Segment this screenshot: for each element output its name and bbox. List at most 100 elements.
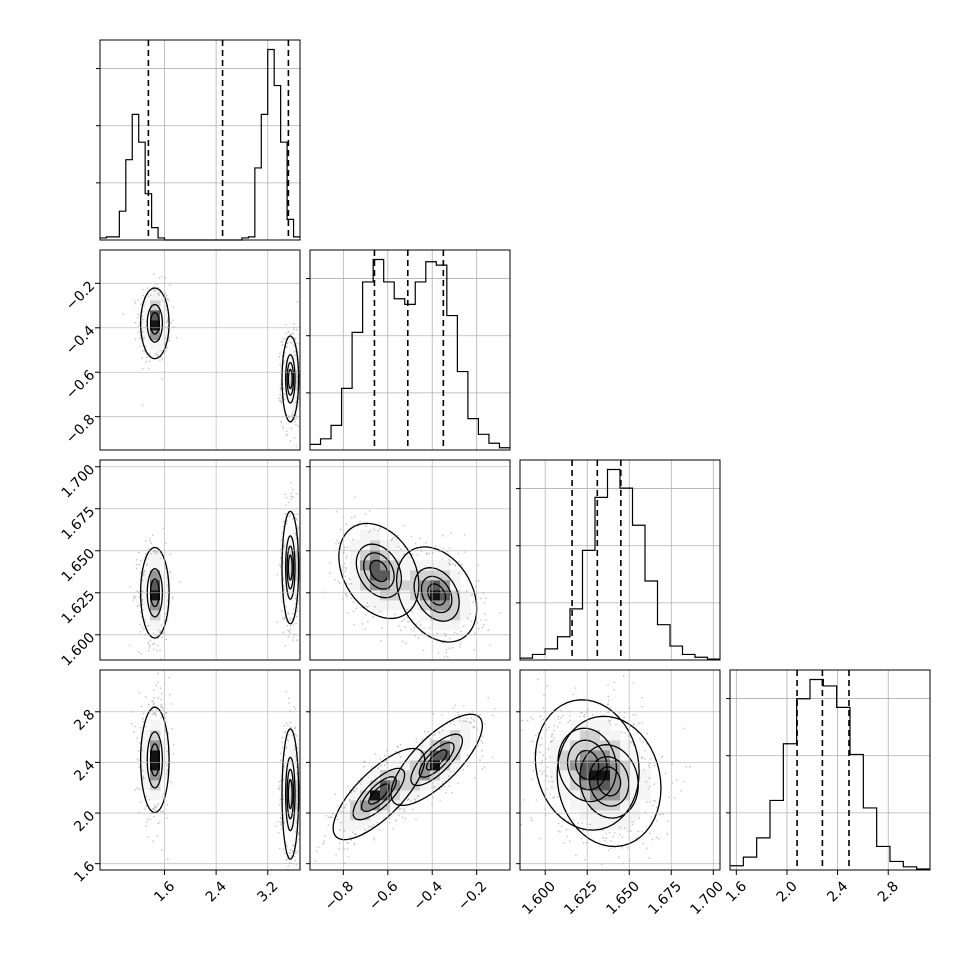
density-cell <box>360 800 371 811</box>
density-cell <box>150 620 161 631</box>
density-cell <box>590 720 601 731</box>
density-cell <box>440 570 451 581</box>
density-cell <box>380 550 391 561</box>
density-cell <box>400 600 411 611</box>
density-cell <box>150 340 161 351</box>
density-cell <box>570 780 581 791</box>
density-cell <box>360 550 371 561</box>
density-cell <box>440 730 451 741</box>
density-cell <box>420 560 431 571</box>
density-cell <box>150 610 161 621</box>
density-cell <box>290 400 300 411</box>
density-cell <box>370 800 381 811</box>
density-cell <box>370 600 381 611</box>
x-tick-label: 1.675 <box>645 878 685 918</box>
density-cell <box>150 310 161 321</box>
density-cell <box>150 790 161 801</box>
scatter-panel-1-0 <box>99 249 301 451</box>
scatter-panel-2-0 <box>99 459 301 661</box>
density-cell <box>350 790 361 801</box>
density-cell <box>390 800 401 811</box>
density-cell <box>400 760 411 771</box>
density-cell <box>290 750 300 761</box>
density-cell <box>440 760 451 771</box>
density-cell <box>140 770 151 781</box>
density-cell <box>560 750 571 761</box>
density-cell <box>610 750 621 761</box>
density-cell <box>160 570 171 581</box>
density-cell <box>630 780 641 791</box>
density-cell <box>370 580 381 591</box>
density-cell <box>360 820 371 831</box>
density-cell <box>430 600 441 611</box>
density-cell <box>400 790 411 801</box>
contour-line <box>287 778 293 810</box>
density-cell <box>150 730 161 741</box>
panel-frame <box>729 669 931 871</box>
density-cell <box>280 540 291 551</box>
density-cell <box>440 580 451 591</box>
scatter-panel-3-2 <box>519 669 721 871</box>
density-cell <box>430 570 441 581</box>
density-cell <box>280 820 291 831</box>
density-cell <box>610 790 621 801</box>
contour-line <box>369 559 389 583</box>
contour-line <box>418 741 455 778</box>
density-cell <box>440 600 451 611</box>
density-cell <box>570 790 581 801</box>
density-cell <box>640 780 651 791</box>
contour-line <box>287 368 293 390</box>
density-cell <box>600 730 611 741</box>
histogram-panel-0 <box>96 39 301 241</box>
density-cell <box>370 790 381 801</box>
density-cell <box>430 760 441 771</box>
density-cell <box>440 770 451 781</box>
density-cell <box>280 760 291 771</box>
density-cell <box>140 330 151 341</box>
density-cell <box>290 540 300 551</box>
density-cell <box>390 560 401 571</box>
density-cell <box>430 750 441 761</box>
density-cell <box>140 580 151 591</box>
density-cell <box>150 560 161 571</box>
density-cell <box>420 580 431 591</box>
density-cell <box>450 760 461 771</box>
density-cell <box>370 770 381 781</box>
x-tick-label: −0.6 <box>366 878 401 913</box>
density-cell <box>560 760 571 771</box>
density-cell <box>590 810 601 821</box>
density-cell <box>140 730 151 741</box>
density-cell <box>570 750 581 761</box>
density-cell <box>550 760 561 771</box>
histogram-step <box>310 258 510 449</box>
x-tick-label: −0.8 <box>322 878 357 913</box>
density-cell <box>590 760 601 771</box>
density-cell <box>450 590 461 601</box>
y-tick-label: 1.675 <box>59 504 99 544</box>
density-cell <box>580 740 591 751</box>
density-cell <box>450 580 461 591</box>
x-tick-label: −0.4 <box>411 878 446 913</box>
contour-line <box>410 733 464 787</box>
contour-line <box>355 543 403 599</box>
density-cell <box>400 560 411 571</box>
density-cell <box>460 610 471 621</box>
panel-frame <box>309 249 511 451</box>
density-cell <box>340 810 351 821</box>
density-cell <box>590 790 601 801</box>
density-cell <box>160 600 171 611</box>
y-tick-label: 1.625 <box>59 588 99 628</box>
density-cell <box>160 740 171 751</box>
contour-line <box>146 731 164 789</box>
density-cell <box>630 760 641 771</box>
density-cell <box>420 780 431 791</box>
density-cell <box>390 540 401 551</box>
panel-frame <box>309 459 511 661</box>
density-cell <box>410 750 421 761</box>
density-cell <box>450 750 461 761</box>
density-cell <box>570 740 581 751</box>
density-cell <box>150 330 161 341</box>
density-cell <box>390 550 401 561</box>
density-cell <box>460 720 471 731</box>
density-cell <box>370 570 381 581</box>
